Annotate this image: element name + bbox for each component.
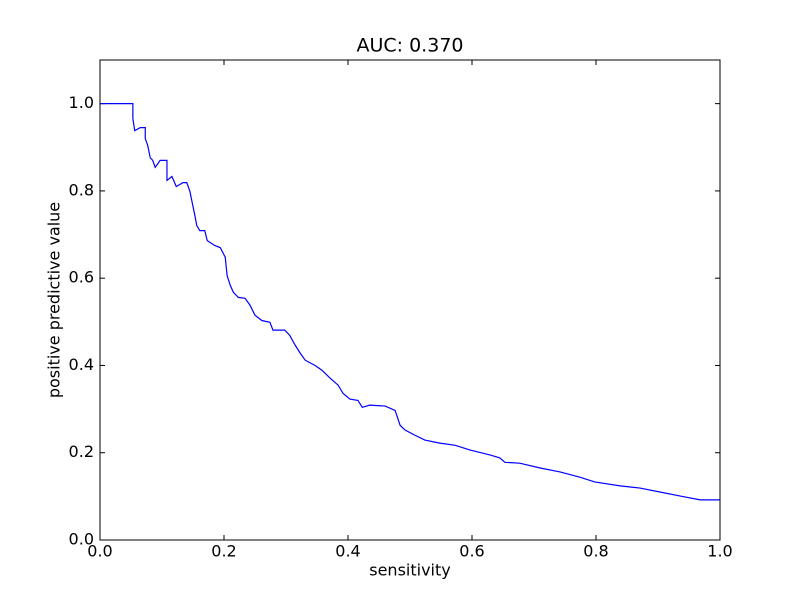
x-tick-label: 0.0 [87, 542, 112, 561]
x-tick-label: 0.8 [583, 542, 608, 561]
y-tick-label: 0.0 [69, 530, 94, 549]
y-tick-label: 0.8 [69, 180, 94, 199]
plot-frame [99, 59, 721, 541]
y-axis-label: positive predictive value [45, 202, 64, 398]
x-tick-label: 1.0 [707, 542, 732, 561]
x-tick-label: 0.2 [211, 542, 236, 561]
x-tick-label: 0.6 [459, 542, 484, 561]
chart-title: AUC: 0.370 [356, 35, 463, 57]
y-tick-label: 0.4 [69, 355, 94, 374]
y-tick-label: 1.0 [69, 93, 94, 112]
x-axis-label: sensitivity [369, 561, 450, 580]
x-tick-label: 0.4 [335, 542, 360, 561]
y-tick-label: 0.6 [69, 268, 94, 287]
data-line [100, 103, 720, 501]
y-tick-label: 0.2 [69, 442, 94, 461]
